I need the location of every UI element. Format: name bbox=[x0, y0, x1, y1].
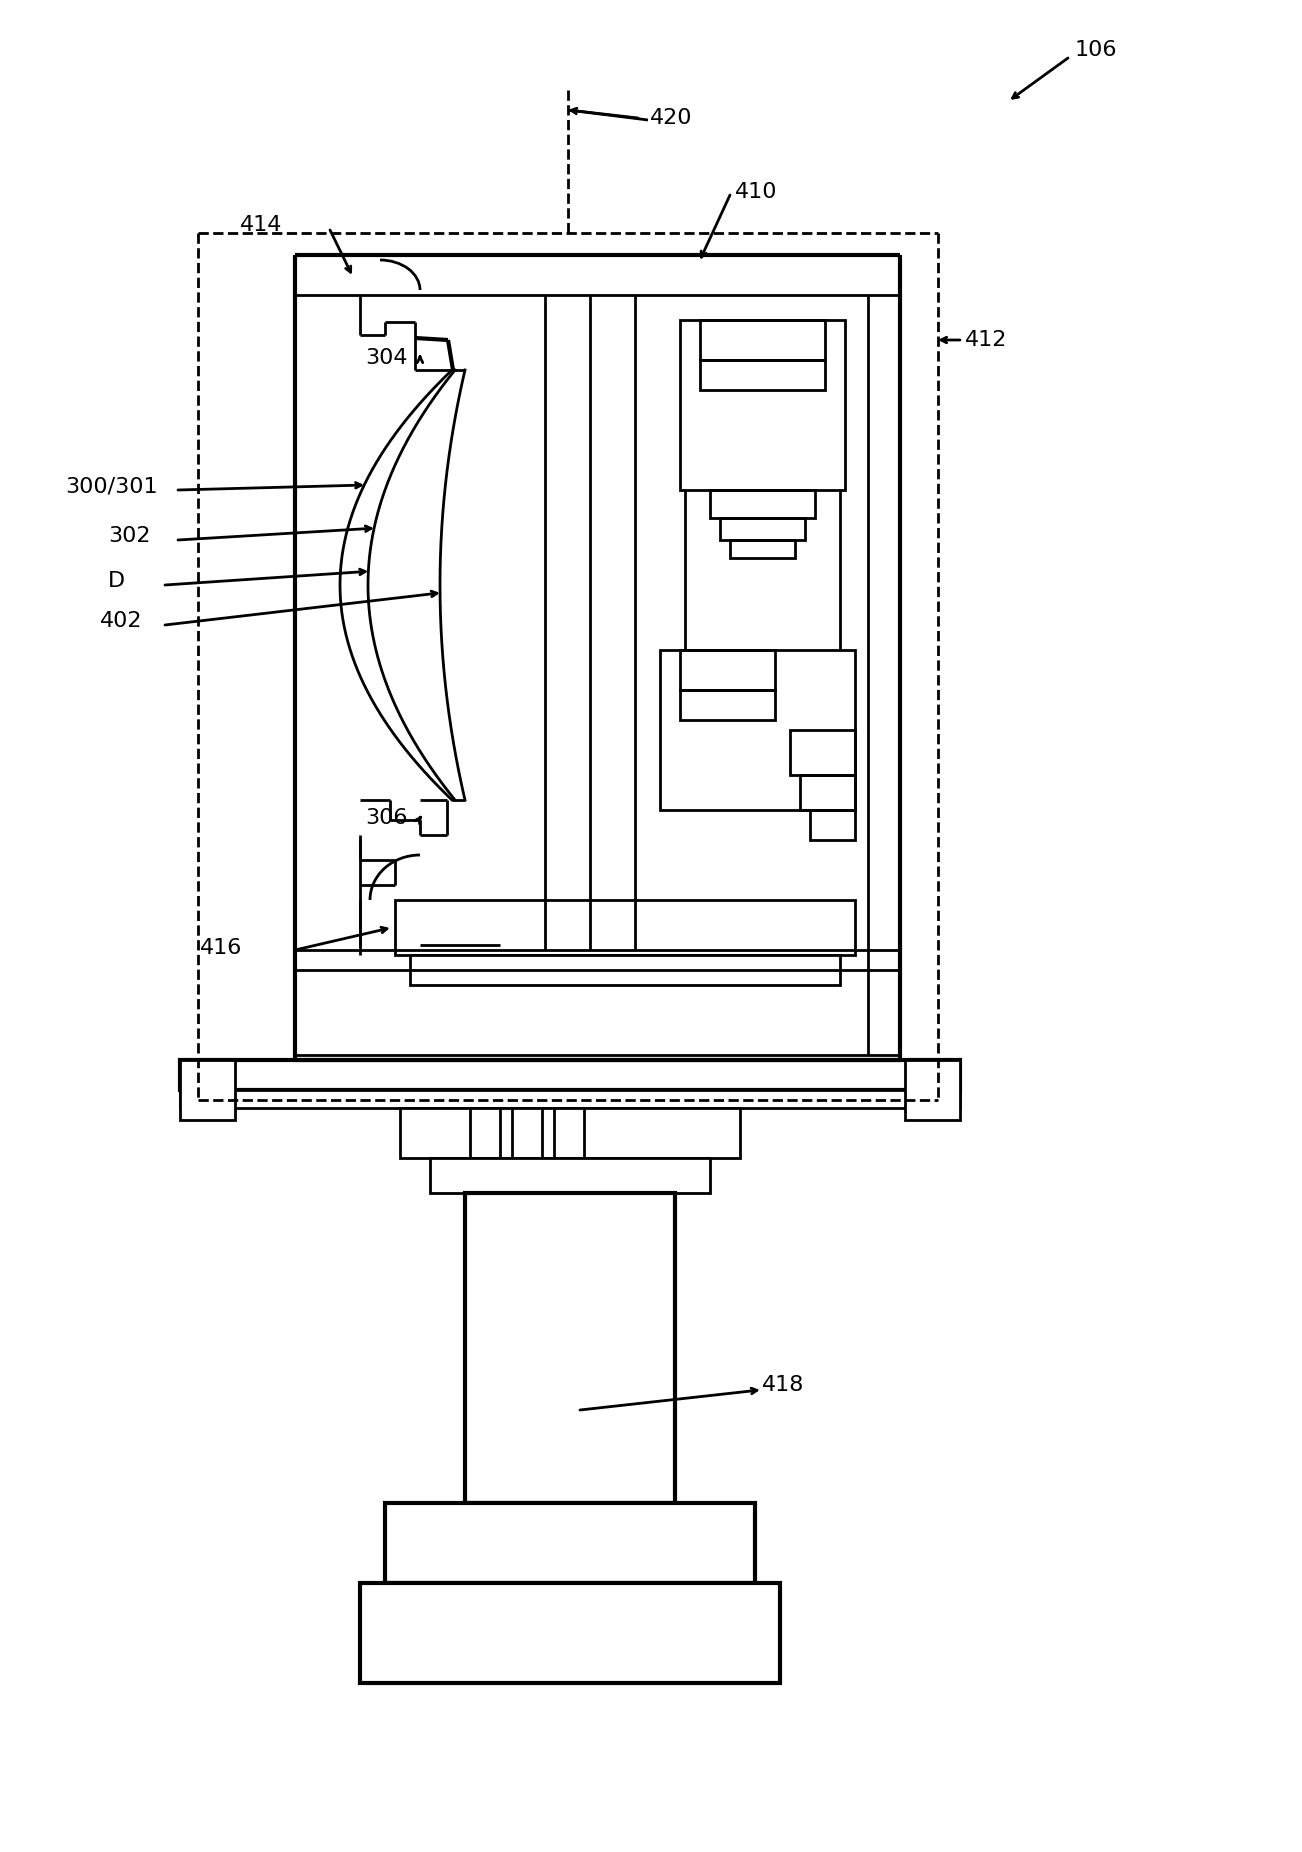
Bar bbox=[790, 730, 855, 774]
Bar bbox=[810, 809, 855, 841]
Bar bbox=[180, 1059, 960, 1091]
Bar bbox=[395, 900, 855, 956]
Bar bbox=[730, 541, 796, 557]
Text: 412: 412 bbox=[965, 330, 1008, 350]
Text: 414: 414 bbox=[240, 215, 283, 235]
Bar bbox=[905, 1059, 960, 1120]
Bar bbox=[553, 1107, 585, 1158]
Bar bbox=[700, 320, 825, 359]
Text: 106: 106 bbox=[1075, 41, 1117, 59]
Text: 416: 416 bbox=[201, 937, 242, 957]
Bar bbox=[700, 359, 825, 391]
Bar bbox=[512, 1107, 542, 1158]
Text: 418: 418 bbox=[762, 1374, 805, 1395]
Bar bbox=[680, 691, 775, 720]
Text: 302: 302 bbox=[108, 526, 151, 546]
Bar bbox=[680, 650, 775, 691]
Text: 402: 402 bbox=[100, 611, 142, 632]
Bar bbox=[410, 956, 840, 985]
Bar bbox=[465, 1193, 674, 1504]
Bar bbox=[799, 774, 855, 809]
Text: D: D bbox=[108, 570, 125, 591]
Bar bbox=[660, 650, 855, 809]
Bar bbox=[430, 1158, 710, 1193]
Bar bbox=[385, 1504, 755, 1583]
Bar bbox=[180, 1059, 234, 1120]
Bar bbox=[180, 1091, 960, 1107]
Text: 300/301: 300/301 bbox=[65, 476, 158, 496]
Bar bbox=[400, 1107, 740, 1158]
Text: 410: 410 bbox=[736, 181, 777, 202]
Bar bbox=[720, 519, 805, 541]
Text: 304: 304 bbox=[365, 348, 408, 369]
Text: 420: 420 bbox=[650, 107, 693, 128]
Bar bbox=[710, 491, 815, 519]
Bar bbox=[359, 1583, 780, 1683]
Bar bbox=[470, 1107, 500, 1158]
Text: 306: 306 bbox=[365, 807, 408, 828]
Bar bbox=[680, 320, 845, 491]
